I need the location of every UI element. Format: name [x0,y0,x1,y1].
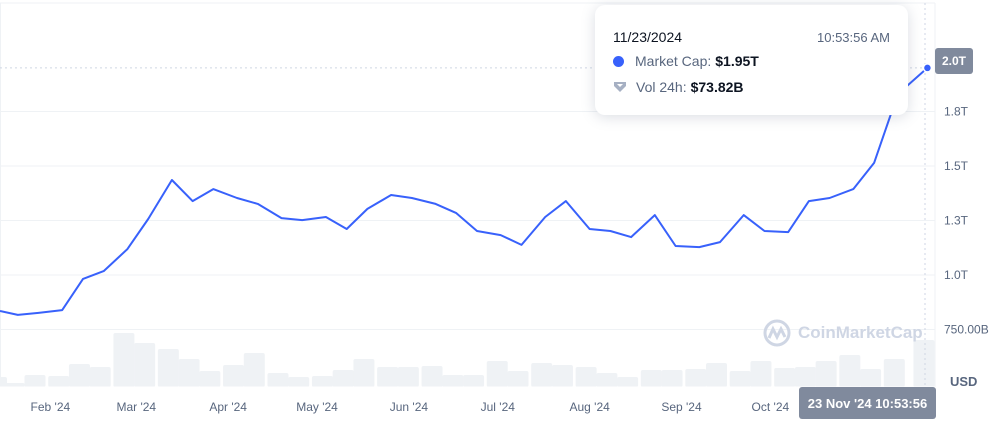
volume-bar [883,358,905,387]
volume-bar [178,358,200,387]
volume-bar [815,361,837,387]
volume-bar [134,342,156,387]
volume-bar [24,375,46,387]
x-tick-label: Sep '24 [661,400,702,414]
volume-bar [353,358,375,387]
volume-bar [243,352,265,387]
market-cap-dot-icon [613,55,624,67]
y-tick-label: 1.3T [944,214,969,228]
volume-bar [860,368,882,387]
chart-tooltip: 11/23/2024 10:53:56 AM Market Cap: $1.95… [595,5,908,115]
crosshair-x-label: 23 Nov '24 10:53:56 [799,387,936,419]
tooltip-market-cap: Market Cap: $1.95T [613,53,759,69]
y-tick-label: 750.00B [944,323,989,337]
volume-bar [377,367,399,387]
x-tick-label: Jul '24 [481,400,516,414]
coinmarketcap-logo-icon [763,319,791,347]
volume-bar [596,372,618,387]
volume-label: Vol 24h: [636,79,687,95]
volume-bar [113,332,135,387]
volume-bar [463,375,485,387]
y-tick-label: 1.0T [944,268,969,282]
tooltip-date: 11/23/2024 [613,29,683,45]
watermark-text: CoinMarketCap [798,323,923,342]
y-tick-label: 1.8T [944,105,969,119]
volume-bar [288,377,310,387]
y-tick-label: 1.5T [944,159,969,173]
volume-bar [531,362,553,387]
x-tick-label: Jun '24 [390,400,429,414]
volume-bar [839,355,861,387]
crosshair-y-label: 2.0T [935,48,973,74]
market-cap-value: $1.95T [715,53,759,69]
volume-value: $73.82B [690,79,744,95]
volume-bar [48,376,70,387]
volume-bar [89,367,111,387]
volume-bar [750,361,772,387]
volume-bar [68,363,90,387]
volume-bar [617,377,639,387]
volume-bar [575,367,597,387]
volume-bar [199,371,221,387]
tooltip-time: 10:53:56 AM [817,30,890,45]
volume-bar [640,370,662,387]
x-tick-label: May '24 [296,400,338,414]
volume-bar [267,372,289,387]
coinmarketcap-watermark: CoinMarketCap [762,318,923,348]
volume-bar [706,362,728,387]
volume-bar [794,367,816,387]
volume-bar [486,361,508,387]
x-tick-label: Aug '24 [569,400,610,414]
volume-bar [913,340,935,387]
market-cap-label: Market Cap: [635,53,712,69]
x-tick-label: Apr '24 [209,400,247,414]
volume-bar [421,366,443,387]
x-tick-label: Oct '24 [752,400,790,414]
tooltip-volume: Vol 24h: $73.82B [613,79,744,95]
x-tick-label: Mar '24 [116,400,156,414]
volume-bar [729,371,751,387]
market-cap-line [0,67,929,316]
volume-bar [661,370,683,387]
currency-label: USD [950,374,978,389]
volume-bar [685,368,707,387]
x-tick-label: Feb '24 [31,400,71,414]
volume-bar [774,367,796,387]
volume-bar [223,365,245,387]
volume-bar [332,370,354,387]
volume-bar [442,375,464,387]
volume-shield-icon [614,82,626,92]
volume-bar [551,365,573,387]
volume-bar [157,348,179,387]
volume-bar [507,371,529,387]
volume-bar [311,376,333,387]
data-point [922,63,933,73]
volume-bar [3,382,25,387]
volume-bar [397,367,419,387]
